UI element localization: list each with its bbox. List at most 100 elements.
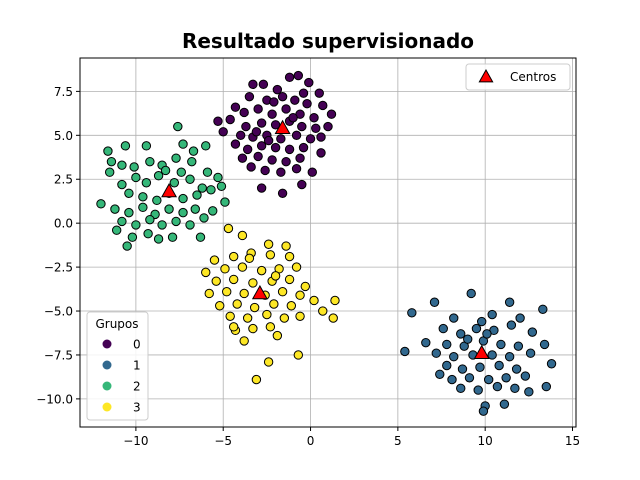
x-tick-label: −5 xyxy=(214,434,232,448)
data-point xyxy=(288,113,298,123)
legend-box xyxy=(465,63,571,91)
data-point xyxy=(145,214,155,225)
data-point xyxy=(527,327,538,337)
data-point xyxy=(328,313,338,323)
data-point xyxy=(185,174,195,184)
data-point xyxy=(249,302,260,313)
data-point xyxy=(138,192,148,202)
data-point xyxy=(195,232,206,242)
data-point xyxy=(239,336,249,346)
data-point xyxy=(304,77,314,88)
data-point xyxy=(307,167,317,177)
data-point xyxy=(309,113,319,123)
data-point xyxy=(311,123,321,133)
data-point xyxy=(117,216,127,227)
series-group-2 xyxy=(96,121,230,251)
x-tick-label: 0 xyxy=(307,434,315,448)
data-point xyxy=(506,320,517,330)
data-point xyxy=(291,262,302,272)
chart-title: Resultado supervisionado xyxy=(182,29,474,53)
data-point xyxy=(286,301,297,311)
data-point xyxy=(171,216,181,227)
legend-marker xyxy=(102,339,112,349)
legend-center-marker xyxy=(478,68,494,83)
data-point xyxy=(117,160,127,170)
data-point xyxy=(513,341,524,351)
data-point xyxy=(298,142,309,153)
data-point xyxy=(237,153,248,163)
data-point xyxy=(253,104,263,114)
data-point xyxy=(314,88,324,98)
data-point xyxy=(463,334,473,344)
data-point xyxy=(173,121,183,132)
data-point xyxy=(171,153,181,163)
data-point xyxy=(449,352,459,362)
data-point xyxy=(228,322,239,332)
data-point xyxy=(263,357,274,367)
data-point xyxy=(270,271,281,281)
data-point xyxy=(291,130,302,141)
data-point xyxy=(297,121,307,132)
data-point xyxy=(330,295,340,306)
data-point xyxy=(208,206,218,216)
series-group-3 xyxy=(201,223,340,385)
legend-label: 2 xyxy=(133,380,141,394)
data-point xyxy=(265,250,276,260)
data-point xyxy=(496,339,506,350)
series-group-0 xyxy=(213,70,337,199)
data-point xyxy=(295,153,305,163)
data-point xyxy=(242,144,253,155)
data-point xyxy=(267,109,277,119)
data-point xyxy=(524,387,534,397)
data-point xyxy=(235,130,246,141)
data-point xyxy=(253,151,263,162)
data-point xyxy=(206,185,216,195)
data-point xyxy=(104,167,115,177)
data-point xyxy=(272,330,283,341)
data-point xyxy=(197,183,207,193)
data-point xyxy=(106,156,117,167)
legend-centers: Centros xyxy=(465,63,571,91)
data-point xyxy=(457,364,468,374)
data-point xyxy=(318,100,328,111)
data-point xyxy=(510,383,520,394)
data-point xyxy=(262,309,272,320)
data-point xyxy=(447,374,457,385)
data-point xyxy=(237,262,248,272)
data-point xyxy=(265,322,276,332)
data-point xyxy=(267,155,277,165)
data-point xyxy=(494,360,504,371)
data-point xyxy=(239,107,249,118)
data-point xyxy=(131,220,141,230)
data-point xyxy=(187,156,197,167)
data-point xyxy=(211,276,221,286)
y-tick-label: −2.5 xyxy=(44,261,73,275)
data-point xyxy=(295,311,305,321)
data-point xyxy=(279,313,290,323)
data-point xyxy=(178,207,188,218)
data-point xyxy=(117,179,127,190)
y-tick-label: 7.5 xyxy=(54,85,73,99)
data-point xyxy=(297,179,307,190)
data-point xyxy=(122,241,132,251)
data-point xyxy=(435,369,445,379)
data-point xyxy=(244,253,255,264)
data-point xyxy=(169,178,180,188)
data-point xyxy=(272,84,283,95)
data-point xyxy=(438,323,448,334)
data-point xyxy=(167,232,178,242)
data-point xyxy=(202,167,213,177)
data-point xyxy=(260,165,270,176)
data-point xyxy=(302,98,312,109)
data-point xyxy=(541,381,552,392)
data-point xyxy=(504,352,515,362)
data-point xyxy=(103,146,113,156)
data-point xyxy=(499,399,510,409)
data-point xyxy=(318,306,328,316)
data-point xyxy=(475,362,485,372)
data-point xyxy=(293,70,304,81)
data-point xyxy=(152,195,162,206)
data-point xyxy=(326,109,337,119)
axes-frame xyxy=(79,57,577,428)
